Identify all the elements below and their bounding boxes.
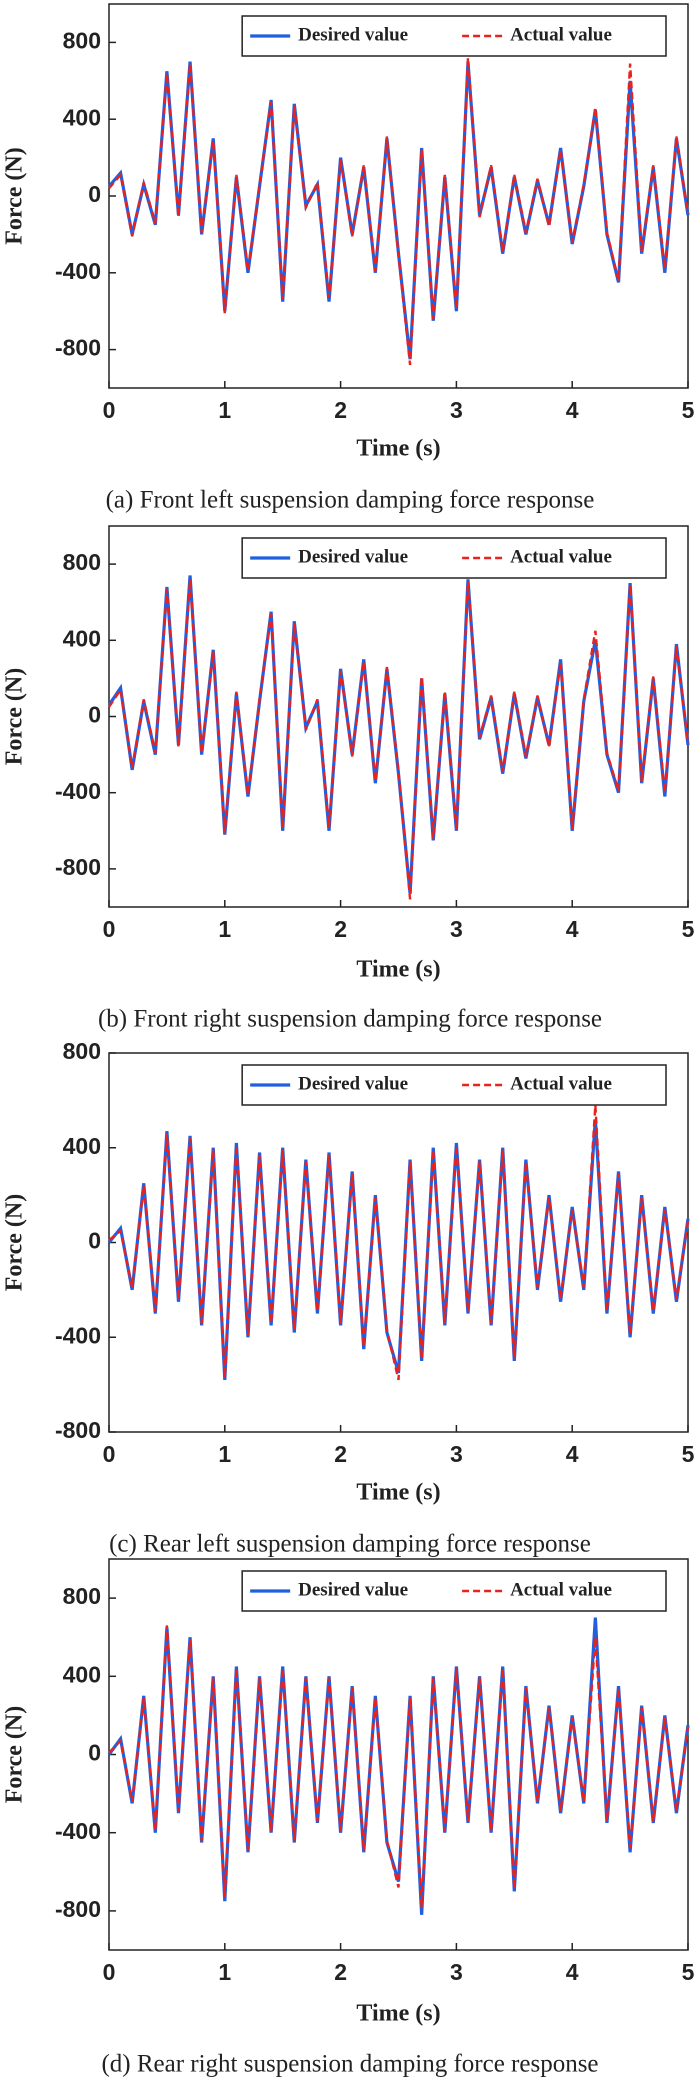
legend-label: Desired value — [298, 1579, 408, 1600]
legend-label: Actual value — [510, 546, 612, 567]
x-tick-label: 5 — [682, 1959, 695, 1985]
x-tick-label: 0 — [103, 397, 116, 423]
data-line — [108, 1625, 690, 1908]
x-tick-label: 1 — [218, 1441, 231, 1467]
x-tick-label: 3 — [450, 1441, 463, 1467]
y-axis-label: Force (N) — [2, 1706, 28, 1804]
x-tick-label: 5 — [682, 916, 695, 942]
y-tick-label: -400 — [55, 1818, 101, 1844]
x-tick-label: 0 — [103, 1441, 116, 1467]
y-tick-label: -800 — [55, 1417, 101, 1443]
y-tick-label: 400 — [63, 1133, 101, 1159]
x-axis-label: Time (s) — [356, 957, 440, 983]
data-line — [108, 1105, 690, 1381]
y-tick-label: 0 — [88, 1228, 101, 1254]
x-tick-label: 1 — [218, 1959, 231, 1985]
y-tick-label: 0 — [88, 1740, 101, 1766]
x-tick-label: 2 — [334, 397, 347, 423]
x-tick-label: 4 — [566, 1441, 579, 1467]
x-tick-label: 4 — [566, 397, 579, 423]
legend-box — [241, 15, 667, 57]
y-tick-label: -400 — [55, 258, 101, 284]
caption: (a) Front left suspension damping force … — [106, 487, 595, 514]
caption: (b) Front right suspension damping force… — [98, 1006, 602, 1033]
x-tick-label: 4 — [566, 1959, 579, 1985]
caption: (c) Rear left suspension damping force r… — [109, 1531, 591, 1558]
y-tick-label: 0 — [88, 702, 101, 728]
x-tick-label: 3 — [450, 397, 463, 423]
y-tick-label: 400 — [63, 1661, 101, 1687]
y-tick-label: 800 — [63, 1038, 101, 1064]
y-tick-label: -800 — [55, 1896, 101, 1922]
x-tick-label: 0 — [103, 1959, 116, 1985]
x-tick-label: 2 — [334, 916, 347, 942]
legend-box — [241, 537, 667, 579]
plot-frame — [108, 525, 689, 908]
y-tick-label: 0 — [88, 181, 101, 207]
x-tick-label: 3 — [450, 1959, 463, 1985]
y-tick-label: -400 — [55, 778, 101, 804]
plot-frame — [108, 3, 689, 389]
y-tick-label: -800 — [55, 335, 101, 361]
data-line — [108, 579, 690, 900]
legend-label: Actual value — [510, 1073, 612, 1094]
y-tick-label: -800 — [55, 854, 101, 880]
legend-label: Desired value — [298, 1073, 408, 1094]
y-tick-label: -400 — [55, 1322, 101, 1348]
y-axis-label: Force (N) — [2, 668, 28, 766]
legend-label: Desired value — [298, 546, 408, 567]
legend-box — [241, 1570, 667, 1612]
x-tick-label: 1 — [218, 397, 231, 423]
x-tick-label: 4 — [566, 916, 579, 942]
y-axis-label: Force (N) — [2, 147, 28, 245]
data-line — [108, 57, 690, 366]
legend-label: Actual value — [510, 1579, 612, 1600]
x-tick-label: 2 — [334, 1441, 347, 1467]
y-tick-label: 400 — [63, 625, 101, 651]
legend-label: Actual value — [510, 24, 612, 45]
x-axis-label: Time (s) — [356, 1480, 440, 1506]
legend-box — [241, 1064, 667, 1106]
x-tick-label: 1 — [218, 916, 231, 942]
x-tick-label: 0 — [103, 916, 116, 942]
x-axis-label: Time (s) — [356, 436, 440, 462]
y-tick-label: 800 — [63, 549, 101, 575]
x-tick-label: 3 — [450, 916, 463, 942]
x-axis-label: Time (s) — [356, 2001, 440, 2027]
caption: (d) Rear right suspension damping force … — [101, 2051, 598, 2078]
x-tick-label: 5 — [682, 397, 695, 423]
y-tick-label: 400 — [63, 104, 101, 130]
y-axis-label: Force (N) — [2, 1194, 28, 1292]
legend-label: Desired value — [298, 24, 408, 45]
x-tick-label: 2 — [334, 1959, 347, 1985]
x-tick-label: 5 — [682, 1441, 695, 1467]
y-tick-label: 800 — [63, 27, 101, 53]
y-tick-label: 800 — [63, 1583, 101, 1609]
